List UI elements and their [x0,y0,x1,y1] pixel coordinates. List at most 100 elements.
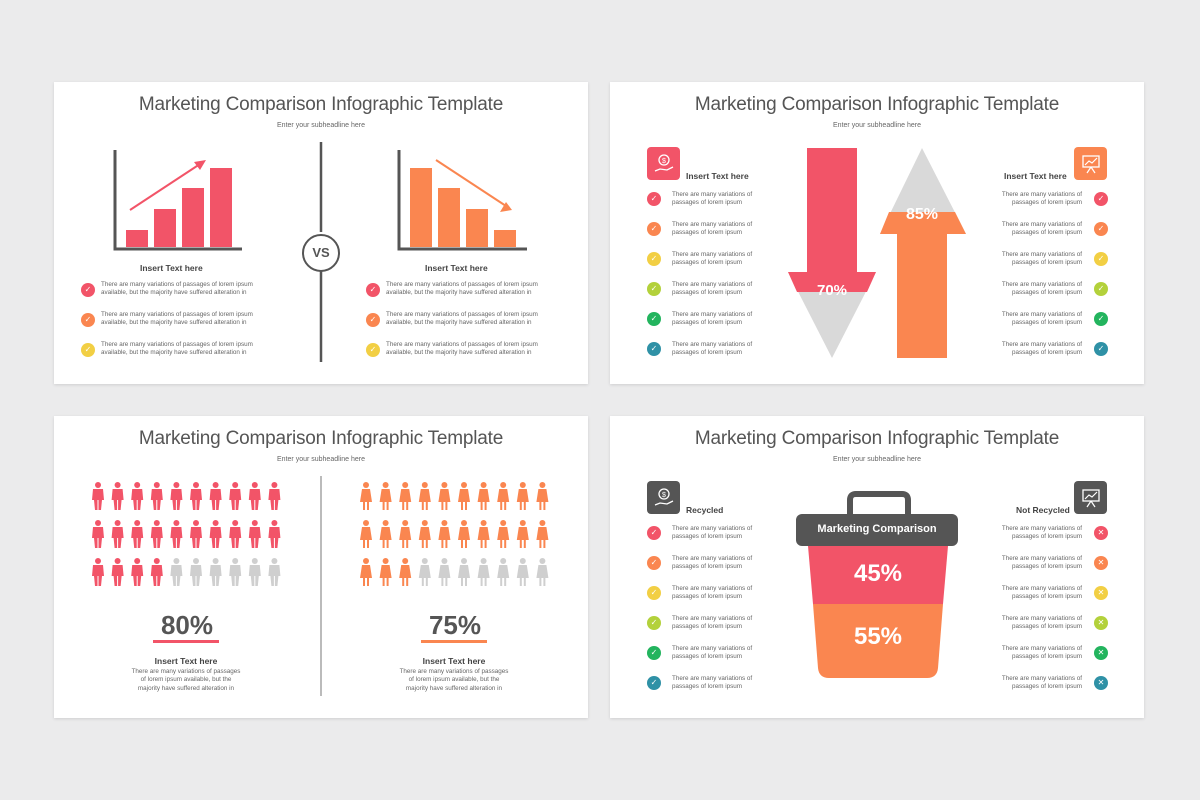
left-person-filled [111,520,124,548]
presentation-board-icon [1074,147,1107,180]
left-person-filled [268,482,281,510]
bin-handle [847,491,911,516]
list-item: There are many variations of passages of … [672,645,753,661]
down-arrow-gray-part [788,272,876,358]
check-icon: ✓ [81,283,95,297]
right-person-empty [438,558,451,586]
check-icon: ✓ [366,343,380,357]
up-arrow-orange-part [880,212,966,358]
right-person-filled [536,520,549,548]
left-person-filled [248,520,261,548]
right-percent: 75% [428,610,482,640]
right-person-filled [477,482,490,510]
right-person-filled [438,482,451,510]
list-item: There are many variations of passages of … [1001,615,1082,631]
check-icon: ✓ [647,586,661,600]
list-item: There are many variations of passages of … [672,221,753,237]
list-item: There are many variations of passages of … [672,191,753,207]
slide-subtitle: Enter your subheadline here [277,122,365,129]
right-person-empty [536,558,549,586]
right-person-filled [379,482,392,510]
up-trend-arrowhead [194,160,206,170]
check-icon: ✓ [647,616,661,630]
left-person-empty [190,558,202,586]
vs-circle [302,234,340,272]
list-item: There are many variations of passages of… [386,281,538,297]
left-person-filled [209,520,222,548]
left-heading: Recycled [686,505,724,515]
right-bar-4 [494,230,516,247]
right-person-filled [497,482,510,510]
left-person-empty [229,558,242,586]
check-icon: ✓ [647,222,661,236]
slide-recycle-comparison: Marketing Comparison Infographic Templat… [610,416,1144,718]
right-person-filled [438,520,451,548]
bin-top-value: 45% [853,560,903,587]
down-trend-arrowhead [500,202,512,212]
left-description: There are many variations of passages of … [131,668,241,692]
left-person-filled [131,558,144,586]
check-icon: ✓ [647,312,661,326]
slide-subtitle: Enter your subheadline here [277,456,365,463]
check-icon: ✓ [647,526,661,540]
right-person-empty [497,558,510,586]
money-hand-icon: $ [647,481,680,514]
bar-charts-graphic [113,142,527,362]
right-person-filled [399,520,412,548]
check-icon: ✓ [647,556,661,570]
check-icon: ✓ [647,252,661,266]
list-item: There are many variations of passages of … [672,525,753,541]
right-description: There are many variations of passages of … [399,668,509,692]
right-person-filled [360,520,372,548]
left-person-empty [248,558,261,586]
list-item: There are many variations of passages of… [101,311,253,327]
left-person-filled [248,482,261,510]
slide-arrow-comparison: Marketing Comparison Infographic Templat… [610,82,1144,384]
right-person-filled [477,520,490,548]
right-heading: Not Recycled [1016,505,1070,515]
trash-bin-graphic [796,491,958,678]
left-person-filled [150,482,163,510]
right-bar-3 [466,209,488,247]
right-person-filled [497,520,510,548]
slide-title: Marketing Comparison Infographic Templat… [694,94,1060,115]
list-item: There are many variations of passages of … [672,585,753,601]
left-person-filled [229,482,242,510]
right-bar-2 [438,188,460,247]
list-item: There are many variations of passages of … [1001,675,1082,691]
left-person-filled [150,520,163,548]
slide-title: Marketing Comparison Infographic Templat… [138,428,504,449]
right-person-filled [360,558,372,586]
svg-text:$: $ [662,492,666,499]
right-percent-underline [421,640,487,643]
right-person-filled [399,482,412,510]
left-person-empty [268,558,281,586]
money-hand-icon: $ [647,147,680,180]
list-item: There are many variations of passages of … [1001,585,1082,601]
left-heading: Insert Text here [686,171,749,181]
right-person-filled [418,482,431,510]
left-bar-1 [126,230,148,247]
list-item: There are many variations of passages of … [1001,555,1082,571]
arrows-graphic [788,148,966,358]
check-icon: ✓ [1094,342,1108,356]
cross-icon: ✕ [1094,646,1108,660]
left-chart-axes [113,150,242,251]
check-icon: ✓ [1094,282,1108,296]
right-person-empty [458,558,470,586]
right-person-filled [516,520,529,548]
right-bar-1 [410,168,432,247]
vs-label: VS [312,245,330,260]
people-grid-graphic [92,476,549,696]
right-heading: Insert Text here [425,263,488,273]
bin-lid [796,514,958,546]
list-item: There are many variations of passages of … [1001,311,1082,327]
check-icon: ✓ [647,676,661,690]
left-person-filled [92,520,104,548]
list-item: There are many variations of passages of… [386,341,538,357]
list-item: There are many variations of passages of … [672,341,753,357]
cross-icon: ✕ [1094,556,1108,570]
list-item: There are many variations of passages of… [101,281,253,297]
check-icon: ✓ [647,342,661,356]
bin-top-section [808,546,948,604]
